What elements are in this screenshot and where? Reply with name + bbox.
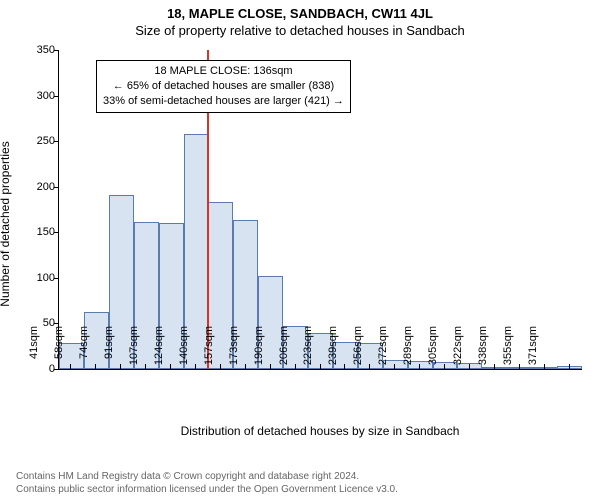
x-tick-mark xyxy=(70,364,71,369)
footer-line-2: Contains public sector information licen… xyxy=(16,483,600,496)
x-tick-label: 289sqm xyxy=(402,326,414,376)
page-title: 18, MAPLE CLOSE, SANDBACH, CW11 4JL xyxy=(0,0,600,21)
y-tick-label: 300 xyxy=(25,90,55,102)
x-tick-label: 256sqm xyxy=(352,326,364,376)
x-tick-label: 173sqm xyxy=(228,326,240,376)
x-tick-label: 272sqm xyxy=(377,326,389,376)
footer-attribution: Contains HM Land Registry data © Crown c… xyxy=(0,470,600,496)
x-tick-mark xyxy=(120,364,121,369)
x-tick-mark xyxy=(270,364,271,369)
y-tick-mark xyxy=(54,50,59,51)
x-tick-label: 239sqm xyxy=(327,326,339,376)
x-tick-label: 124sqm xyxy=(153,326,165,376)
x-tick-label: 190sqm xyxy=(253,326,265,376)
x-tick-label: 338sqm xyxy=(477,326,489,376)
x-tick-label: 223sqm xyxy=(302,326,314,376)
annotation-line-3: 33% of semi-detached houses are larger (… xyxy=(103,94,344,109)
x-tick-label: 140sqm xyxy=(178,326,190,376)
x-tick-mark xyxy=(195,364,196,369)
x-tick-mark xyxy=(170,364,171,369)
x-tick-mark xyxy=(394,364,395,369)
page-subtitle: Size of property relative to detached ho… xyxy=(0,21,600,38)
x-tick-label: 91sqm xyxy=(103,326,115,376)
x-tick-mark xyxy=(419,364,420,369)
x-tick-mark xyxy=(245,364,246,369)
y-axis-label: Number of detached properties xyxy=(0,44,18,404)
x-tick-mark xyxy=(494,364,495,369)
x-tick-mark xyxy=(145,364,146,369)
x-tick-label: 305sqm xyxy=(427,326,439,376)
y-tick-label: 200 xyxy=(25,181,55,193)
y-tick-label: 150 xyxy=(25,226,55,238)
x-tick-label: 206sqm xyxy=(278,326,290,376)
x-tick-mark xyxy=(544,364,545,369)
chart-area: Number of detached properties 18 MAPLE C… xyxy=(8,44,592,448)
y-tick-mark xyxy=(54,278,59,279)
y-tick-mark xyxy=(54,141,59,142)
y-tick-mark xyxy=(54,96,59,97)
x-tick-label: 58sqm xyxy=(53,326,65,376)
y-tick-label: 100 xyxy=(25,272,55,284)
y-tick-mark xyxy=(54,232,59,233)
x-tick-mark xyxy=(519,364,520,369)
y-tick-mark xyxy=(54,187,59,188)
x-tick-mark xyxy=(95,364,96,369)
x-tick-label: 371sqm xyxy=(527,326,539,376)
x-tick-mark xyxy=(295,364,296,369)
footer-line-1: Contains HM Land Registry data © Crown c… xyxy=(16,470,600,483)
y-tick-mark xyxy=(54,323,59,324)
annotation-line-1: 18 MAPLE CLOSE: 136sqm xyxy=(103,64,344,79)
x-tick-label: 157sqm xyxy=(203,326,215,376)
x-tick-mark xyxy=(444,364,445,369)
plot-area: 18 MAPLE CLOSE: 136sqm ← 65% of detached… xyxy=(58,50,582,370)
x-tick-mark xyxy=(344,364,345,369)
x-tick-mark xyxy=(220,364,221,369)
x-tick-label: 107sqm xyxy=(128,326,140,376)
x-tick-label: 41sqm xyxy=(28,326,40,376)
x-tick-mark xyxy=(369,364,370,369)
x-tick-label: 355sqm xyxy=(502,326,514,376)
annotation-line-2: ← 65% of detached houses are smaller (83… xyxy=(103,79,344,94)
x-tick-label: 74sqm xyxy=(78,326,90,376)
annotation-box: 18 MAPLE CLOSE: 136sqm ← 65% of detached… xyxy=(96,60,351,113)
y-tick-label: 250 xyxy=(25,135,55,147)
x-tick-mark xyxy=(469,364,470,369)
y-tick-label: 350 xyxy=(25,44,55,56)
x-tick-mark xyxy=(569,364,570,369)
x-axis-label: Distribution of detached houses by size … xyxy=(58,424,582,438)
x-tick-mark xyxy=(320,364,321,369)
x-tick-label: 322sqm xyxy=(452,326,464,376)
